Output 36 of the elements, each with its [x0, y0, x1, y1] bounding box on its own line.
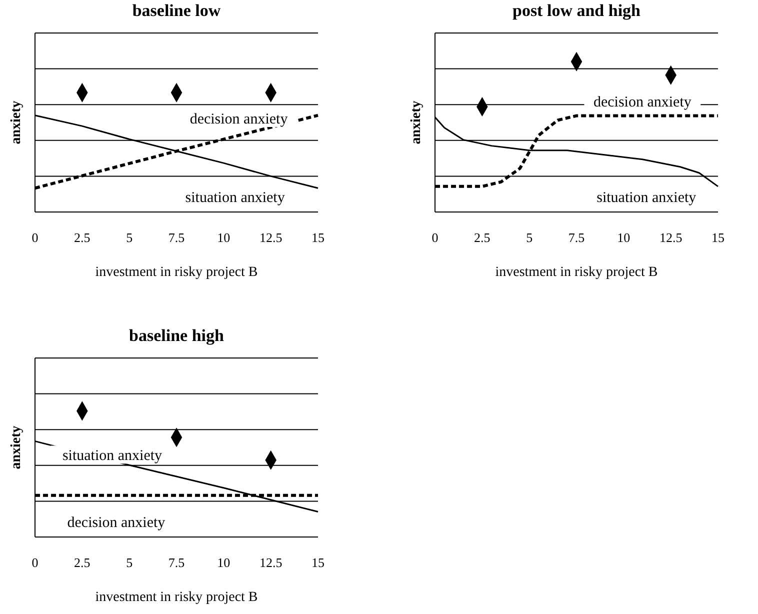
x-tick-label: 2.5	[474, 230, 490, 245]
x-tick-label: 0	[32, 555, 38, 570]
x-tick-label: 10	[217, 555, 230, 570]
x-tick-label: 5	[526, 230, 533, 245]
x-axis-title: investment in risky project B	[95, 590, 258, 605]
y-axis-title: anxiety	[9, 426, 24, 470]
x-tick-label: 2.5	[74, 555, 90, 570]
x-tick-label: 7.5	[168, 230, 185, 245]
chart-title: post low and high	[512, 1, 642, 20]
y-axis-title: anxiety	[409, 100, 424, 144]
x-axis-title: investment in risky project B	[95, 265, 258, 280]
x-tick-label: 7.5	[568, 230, 585, 245]
x-axis-title: investment in risky project B	[495, 265, 658, 280]
x-tick-label: 10	[217, 230, 230, 245]
chart-title: baseline low	[132, 1, 222, 20]
x-tick-label: 12.5	[659, 230, 682, 245]
annotation: decision anxiety	[67, 515, 166, 532]
x-tick-label: 5	[126, 555, 133, 570]
annotation: situation anxiety	[62, 448, 163, 464]
x-tick-label: 10	[617, 230, 630, 245]
x-tick-label: 12.5	[259, 555, 282, 570]
annotation: decision anxiety	[593, 94, 692, 110]
y-axis-title: anxiety	[9, 100, 24, 144]
annotation: situation anxiety	[185, 190, 286, 206]
x-tick-label: 0	[432, 230, 438, 245]
x-tick-label: 15	[712, 230, 724, 245]
chart-title: baseline high	[129, 326, 225, 345]
annotation: situation anxiety	[596, 190, 697, 206]
x-tick-label: 12.5	[259, 230, 282, 245]
x-tick-label: 15	[312, 555, 324, 570]
annotation: decision anxiety	[190, 111, 288, 128]
x-tick-label: 7.5	[168, 555, 185, 570]
x-tick-label: 0	[32, 230, 38, 245]
x-tick-label: 5	[126, 230, 133, 245]
x-tick-label: 15	[312, 230, 324, 245]
x-tick-label: 2.5	[74, 230, 90, 245]
